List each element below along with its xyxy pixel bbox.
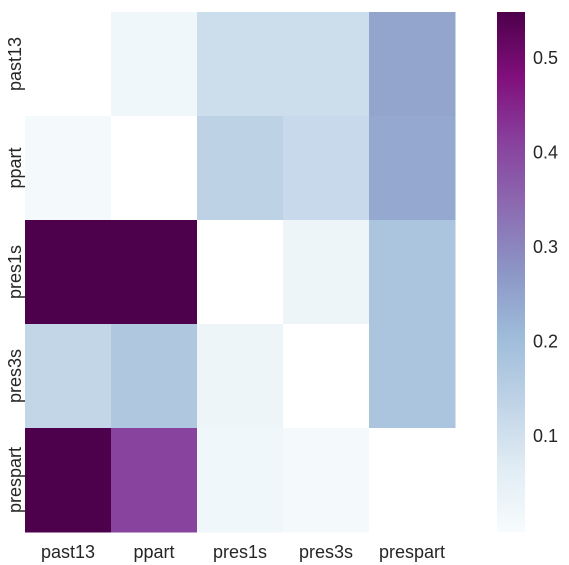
heatmap-cell-pres1s-pres3s xyxy=(283,220,370,325)
y-tick-label: pres3s xyxy=(5,349,25,403)
x-tick-label: ppart xyxy=(133,542,174,562)
heatmap-cell-pres1s-ppart xyxy=(111,220,198,325)
heatmap-cell-past13-pres3s xyxy=(283,12,370,117)
heatmap-cell-prespart-pres1s xyxy=(197,428,284,533)
heatmap-cell-past13-pres1s xyxy=(197,12,284,117)
x-tick-label: pres1s xyxy=(213,542,267,562)
heatmap-cell-pres1s-pres1s xyxy=(197,220,284,325)
heatmap-cell-prespart-ppart xyxy=(111,428,198,533)
heatmap-cell-prespart-past13 xyxy=(25,428,112,533)
colorbar-tick-label: 0.2 xyxy=(533,332,558,352)
heatmap-cell-pres3s-prespart xyxy=(369,324,456,429)
heatmap-cell-past13-past13 xyxy=(25,12,112,117)
heatmap-cell-prespart-pres3s xyxy=(283,428,370,533)
colorbar-tick-label: 0.3 xyxy=(533,237,558,257)
y-tick-label: prespart xyxy=(5,447,25,513)
y-tick-label: ppart xyxy=(5,147,25,188)
heatmap-cell-pres3s-ppart xyxy=(111,324,198,429)
x-tick-label: past13 xyxy=(41,542,95,562)
x-tick-label: pres3s xyxy=(299,542,353,562)
colorbar xyxy=(497,12,525,532)
heatmap-cell-ppart-pres3s xyxy=(283,116,370,221)
colorbar-tick-labels: 0.1 0.2 0.3 0.4 0.5 xyxy=(533,48,558,446)
heatmap-cell-ppart-pres1s xyxy=(197,116,284,221)
heatmap-cell-ppart-past13 xyxy=(25,116,112,221)
x-tick-label: prespart xyxy=(379,542,445,562)
heatmap-cell-past13-ppart xyxy=(111,12,198,117)
heatmap-cell-pres1s-prespart xyxy=(369,220,456,325)
y-tick-label: pres1s xyxy=(5,245,25,299)
heatmap-cell-ppart-prespart xyxy=(369,116,456,221)
x-tick-labels: past13 ppart pres1s pres3s prespart xyxy=(41,542,445,562)
y-tick-label: past13 xyxy=(5,37,25,91)
heatmap-cell-pres1s-past13 xyxy=(25,220,112,325)
heatmap-cell-pres3s-pres3s xyxy=(283,324,370,429)
colorbar-tick-label: 0.4 xyxy=(533,143,558,163)
heatmap-cell-past13-prespart xyxy=(369,12,456,117)
y-tick-labels: past13 ppart pres1s pres3s prespart xyxy=(5,37,25,513)
colorbar-tick-label: 0.1 xyxy=(533,426,558,446)
colorbar-tick-label: 0.5 xyxy=(533,48,558,68)
heatmap-cell-pres3s-past13 xyxy=(25,324,112,429)
heatmap-cell-pres3s-pres1s xyxy=(197,324,284,429)
heatmap-cell-ppart-ppart xyxy=(111,116,198,221)
heatmap-cell-prespart-prespart xyxy=(369,428,456,533)
heatmap-cells xyxy=(25,12,456,533)
